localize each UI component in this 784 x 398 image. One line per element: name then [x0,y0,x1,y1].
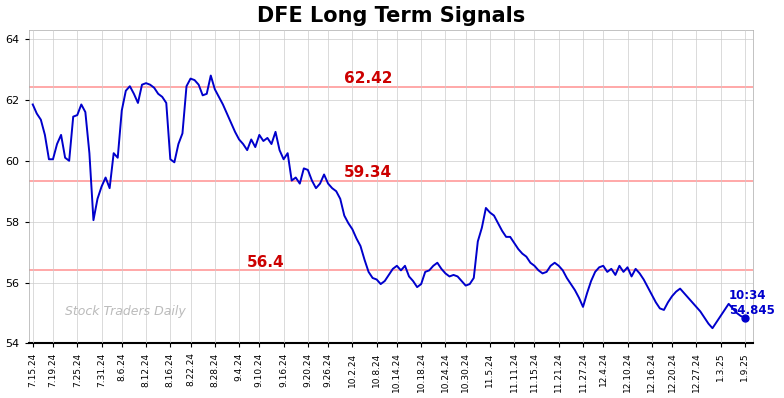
Text: 59.34: 59.34 [344,165,393,180]
Text: 10:34: 10:34 [728,289,766,302]
Text: 56.4: 56.4 [247,255,285,270]
Text: 54.845: 54.845 [728,304,775,318]
Title: DFE Long Term Signals: DFE Long Term Signals [256,6,525,25]
Text: Stock Traders Daily: Stock Traders Daily [65,305,186,318]
Text: 62.42: 62.42 [344,72,393,86]
